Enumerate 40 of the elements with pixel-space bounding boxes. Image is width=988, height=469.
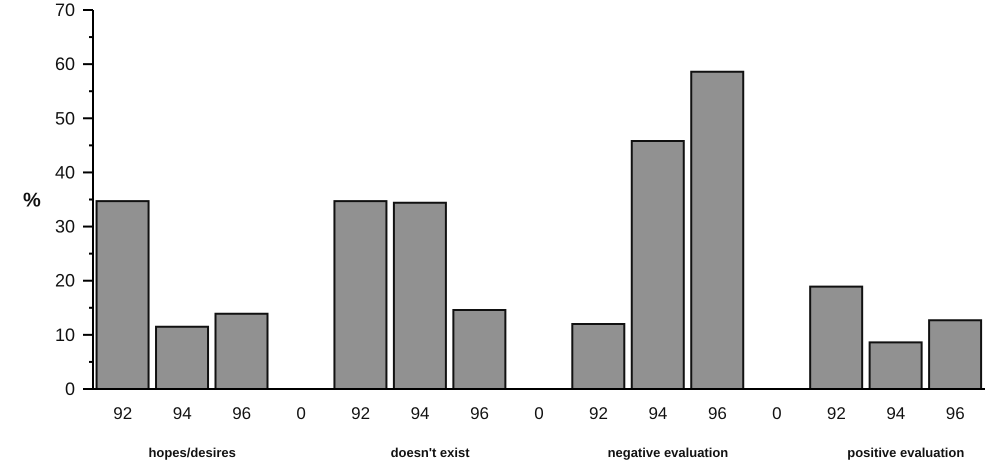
- y-tick-label: 0: [64, 379, 75, 399]
- x-tick-label: 96: [946, 404, 965, 423]
- bar: [868, 341, 923, 389]
- bar: [630, 140, 685, 389]
- bar: [96, 200, 150, 389]
- y-tick-label: 40: [54, 162, 75, 182]
- y-tick-label: 50: [54, 108, 75, 128]
- bar: [452, 308, 506, 389]
- x-tick-label: 94: [648, 404, 668, 423]
- bar: [809, 286, 864, 389]
- x-tick-label: 94: [886, 404, 906, 423]
- y-tick-label: 10: [54, 324, 75, 345]
- bar: [155, 326, 210, 389]
- x-tick-label: 92: [113, 404, 132, 423]
- y-tick-label: 30: [54, 216, 75, 237]
- bar: [571, 323, 626, 389]
- bar: [333, 200, 388, 389]
- bar: [392, 202, 447, 389]
- y-axis-title: %: [23, 190, 41, 212]
- x-tick-label: 96: [470, 404, 489, 423]
- y-tick-label: 20: [54, 270, 75, 291]
- text: hopes/desires: [148, 445, 236, 460]
- x-tick-label: 92: [589, 404, 608, 423]
- x-tick-label: 0: [296, 404, 306, 423]
- y-tick-label: 70: [54, 0, 75, 20]
- x-tick-label: 94: [172, 404, 192, 423]
- x-tick-label: 96: [708, 404, 727, 423]
- x-tick-label: 92: [351, 404, 370, 423]
- x-tick-label: 96: [232, 404, 252, 423]
- bar: [928, 319, 982, 389]
- x-tick-label: 0: [772, 404, 782, 423]
- text: doesn't exist: [390, 445, 470, 460]
- y-tick-label: 60: [54, 54, 75, 74]
- x-tick-label: 0: [534, 404, 544, 423]
- text: positive evaluation: [847, 445, 964, 460]
- x-tick-label: 92: [826, 404, 846, 423]
- bar: [690, 70, 744, 389]
- x-tick-label: 94: [410, 404, 430, 423]
- bar: [214, 312, 268, 389]
- text: negative evaluation: [608, 445, 728, 460]
